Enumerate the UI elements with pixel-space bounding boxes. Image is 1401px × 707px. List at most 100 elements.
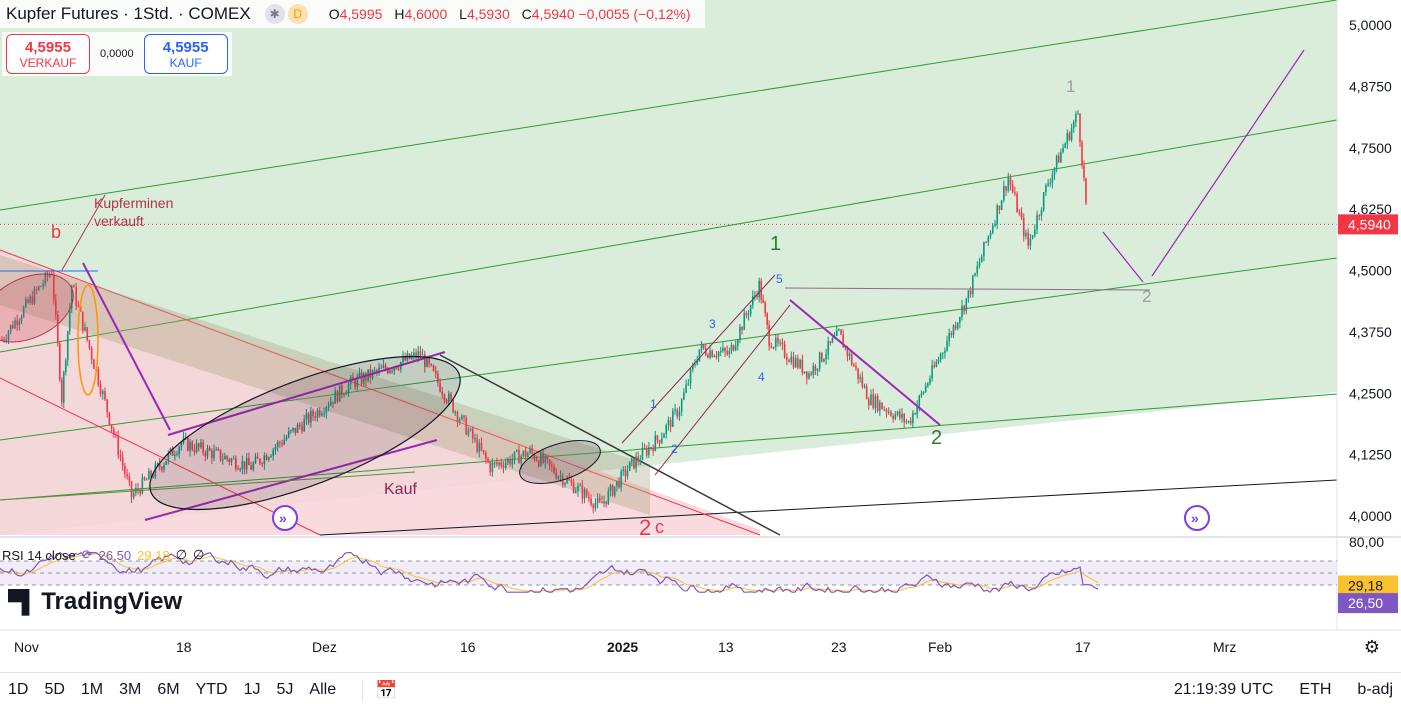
candle-body bbox=[219, 449, 222, 460]
candle-body bbox=[474, 438, 476, 440]
candle-body bbox=[823, 359, 825, 362]
range-1d[interactable]: 1D bbox=[8, 681, 29, 698]
price-axis[interactable]: 5,0000 4,8750 4,7500 4,6250 4,5000 4,3750 4,25… bbox=[1336, 0, 1401, 630]
range-3m[interactable]: 3M bbox=[119, 681, 142, 698]
candle-body bbox=[1060, 152, 1062, 163]
range-5d[interactable]: 5D bbox=[44, 681, 65, 698]
range-6m[interactable]: 6M bbox=[157, 681, 180, 698]
candle-body bbox=[551, 464, 553, 467]
time-axis[interactable]: Nov 18 Dez 16 2025 13 23 Feb 17 Mrz bbox=[0, 629, 1401, 655]
candle-body bbox=[1003, 186, 1005, 201]
candle-body bbox=[772, 347, 775, 349]
ellipse-consolidation bbox=[149, 355, 461, 511]
candle-body bbox=[189, 442, 191, 451]
candle-body bbox=[914, 413, 916, 415]
candle-body bbox=[504, 462, 507, 468]
candle-body bbox=[113, 428, 115, 435]
candle-body bbox=[79, 306, 82, 312]
candle-body bbox=[141, 477, 144, 494]
candle-body bbox=[241, 461, 244, 470]
candle-body bbox=[252, 463, 255, 470]
candle-body bbox=[1018, 212, 1021, 214]
candle-body bbox=[781, 342, 784, 345]
candle-body bbox=[3, 339, 5, 341]
candle-body bbox=[287, 431, 290, 438]
range-5j[interactable]: 5J bbox=[276, 681, 294, 698]
candle-body bbox=[20, 316, 23, 321]
candle-body bbox=[1007, 177, 1010, 191]
rsi-line bbox=[0, 551, 1099, 594]
tradingview-logo[interactable]: ▀▌ TradingView bbox=[8, 588, 182, 616]
rsi-extra-2: ∅ bbox=[193, 547, 205, 562]
candle-body bbox=[1022, 217, 1025, 237]
session-toggle[interactable]: ETH bbox=[1299, 681, 1332, 698]
range-1m[interactable]: 1M bbox=[80, 681, 104, 698]
range-ytd[interactable]: YTD bbox=[195, 681, 228, 698]
candle-body bbox=[577, 485, 579, 492]
clock-time[interactable]: 21:19:39 UTC bbox=[1173, 681, 1274, 698]
rsi-tag-label: 26,50 bbox=[1348, 595, 1383, 611]
candle-body bbox=[825, 354, 827, 360]
wave-label: 2 bbox=[671, 442, 678, 456]
adjustment-toggle[interactable]: b-adj bbox=[1357, 681, 1393, 698]
candle-body bbox=[691, 364, 694, 370]
rsi-pane[interactable]: 80,00 29,18 26,50 bbox=[0, 534, 1401, 614]
candle-body bbox=[529, 448, 531, 454]
candle-body bbox=[130, 481, 133, 498]
candle-body bbox=[281, 443, 283, 445]
candle-body bbox=[751, 295, 754, 306]
candle-body bbox=[537, 460, 540, 466]
sell-label: VERKAUF bbox=[19, 55, 77, 70]
range-1j[interactable]: 1J bbox=[243, 681, 261, 698]
candle-body bbox=[667, 419, 670, 425]
range-all[interactable]: Alle bbox=[309, 681, 337, 698]
candle-body bbox=[954, 325, 957, 329]
candle-body bbox=[77, 305, 80, 307]
candle-body bbox=[283, 439, 286, 445]
time-tick: 2025 bbox=[607, 639, 638, 655]
candle-body bbox=[598, 498, 601, 502]
candle-body bbox=[557, 476, 560, 479]
candle-body bbox=[842, 334, 844, 348]
candle-body bbox=[393, 367, 396, 371]
buy-label: KAUF bbox=[169, 55, 202, 70]
buy-button[interactable]: 4,5955 KAUF bbox=[143, 34, 228, 74]
candle-body bbox=[480, 442, 483, 451]
candle-body bbox=[35, 288, 38, 290]
candle-body bbox=[941, 352, 944, 354]
candle-body bbox=[874, 395, 877, 408]
candle-body bbox=[756, 295, 758, 298]
candle-body bbox=[352, 376, 354, 381]
candle-body bbox=[685, 384, 687, 393]
candle-body bbox=[978, 262, 981, 267]
delayed-data-badge[interactable]: D bbox=[287, 4, 308, 24]
candle-body bbox=[743, 313, 746, 330]
candle-body bbox=[230, 458, 233, 463]
candle-body bbox=[305, 413, 308, 420]
candle-body bbox=[792, 356, 795, 368]
goto-date-icon[interactable]: 📅 bbox=[362, 679, 398, 701]
rsi-extra-1: ∅ bbox=[175, 547, 188, 562]
sell-button[interactable]: 4,5955 VERKAUF bbox=[6, 34, 90, 74]
snowflake-icon[interactable]: ✱ bbox=[264, 4, 285, 24]
symbol-title[interactable]: Kupfer Futures · 1Std. · COMEX bbox=[6, 4, 251, 23]
last-price-tag bbox=[1338, 214, 1398, 235]
candle-body bbox=[378, 367, 380, 372]
channel-line bbox=[0, 0, 1338, 211]
candle-body bbox=[616, 480, 618, 487]
candle-body bbox=[553, 466, 555, 473]
rsi-ma-line bbox=[0, 553, 1099, 593]
candle-body bbox=[702, 344, 705, 349]
candle-body bbox=[395, 367, 398, 369]
refresh-icon[interactable]: ⟳ bbox=[81, 547, 93, 562]
candle-body bbox=[803, 371, 806, 373]
settings-gear-icon[interactable]: ⚙ bbox=[1363, 637, 1381, 657]
candle-body bbox=[518, 450, 520, 464]
candle-body bbox=[441, 391, 444, 395]
candle-body bbox=[1025, 232, 1027, 237]
candle-body bbox=[509, 458, 511, 465]
candle-body bbox=[25, 299, 27, 307]
candle-body bbox=[991, 225, 994, 233]
rsi-label[interactable]: RSI 14 close bbox=[2, 547, 76, 563]
